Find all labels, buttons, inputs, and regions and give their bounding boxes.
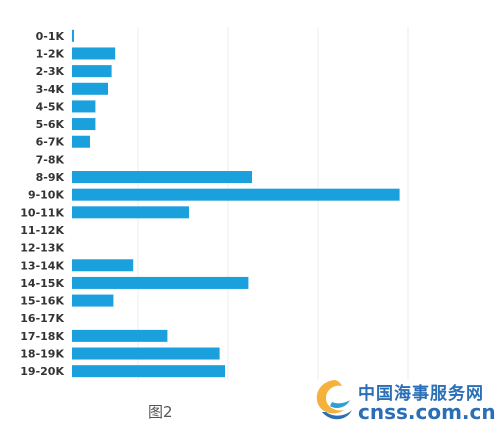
category-tick-label: 19-20K (20, 365, 64, 378)
bar (72, 294, 114, 307)
category-tick-label: 2-3K (36, 65, 65, 78)
bar-chart: 0-1K 1-2K 2-3K 3-4K 4-5K 5-6K 6-7K 7-8K 8-9K 9-10… (20, 27, 409, 380)
bar (72, 118, 96, 131)
bar (72, 276, 249, 289)
category-tick-label: 6-7K (36, 136, 65, 149)
watermark-logo-icon (316, 380, 352, 420)
bar (72, 47, 116, 60)
bar (72, 365, 225, 378)
bar (72, 329, 168, 342)
bar (72, 188, 400, 201)
category-tick-label: 15-16K (20, 295, 64, 308)
category-tick-label: 0-1K (36, 30, 65, 43)
category-tick-label: 13-14K (20, 259, 64, 272)
figure-caption: 图2 (148, 403, 173, 421)
category-tick-label: 12-13K (20, 242, 64, 255)
bar (72, 347, 220, 360)
category-tick-label: 17-18K (20, 330, 64, 343)
category-tick-label: 9-10K (28, 189, 65, 202)
category-tick-label: 5-6K (36, 118, 65, 131)
category-tick-label: 11-12K (20, 224, 64, 237)
watermark-name: 中国海事服务网 (358, 384, 484, 404)
bar (72, 259, 134, 272)
category-tick-label: 14-15K (20, 277, 64, 290)
bar (72, 29, 74, 42)
category-tick-label: 4-5K (36, 100, 65, 113)
watermark: 中国海事服务网 cnss.com.cn (312, 376, 502, 428)
watermark-url: cnss.com.cn (358, 400, 496, 424)
category-tick-label: 7-8K (36, 153, 65, 166)
bar (72, 171, 252, 184)
category-tick-label: 16-17K (20, 312, 64, 325)
bar (72, 100, 96, 113)
bar (72, 65, 112, 78)
category-tick-label: 1-2K (36, 47, 65, 60)
bar (72, 135, 90, 148)
category-tick-label: 10-11K (20, 206, 64, 219)
category-tick-label: 8-9K (36, 171, 65, 184)
bar (72, 82, 108, 95)
category-tick-label: 18-19K (20, 348, 64, 361)
category-tick-label: 3-4K (36, 83, 65, 96)
bar (72, 206, 189, 219)
